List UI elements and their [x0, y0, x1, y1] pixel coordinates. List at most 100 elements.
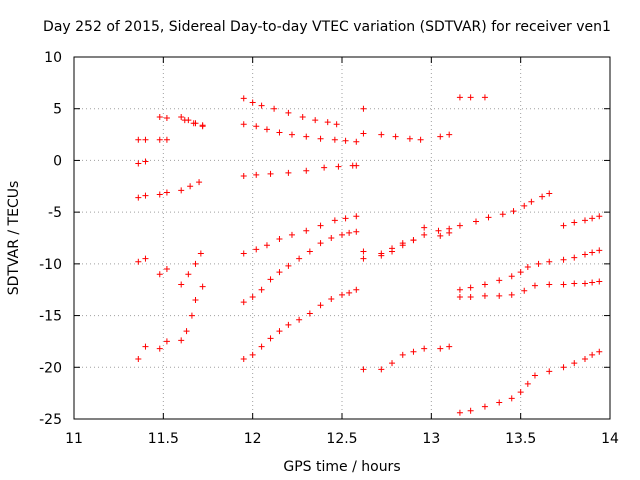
data-point: [496, 399, 503, 406]
data-point: [406, 135, 413, 142]
data-point: [339, 231, 345, 238]
data-point: [560, 364, 567, 371]
data-point: [437, 232, 444, 239]
data-point: [360, 255, 367, 262]
data-point: [360, 105, 367, 112]
y-axis-label: SDTVAR / TECUs: [6, 181, 22, 296]
y-tick-label: 5: [53, 102, 62, 118]
data-point: [267, 335, 274, 342]
y-tick-label: -5: [48, 205, 62, 221]
data-point: [178, 337, 185, 344]
data-point: [508, 291, 515, 298]
data-point: [589, 279, 596, 286]
x-tick-label: 14: [601, 431, 619, 447]
data-point: [421, 224, 428, 231]
data-point: [456, 222, 463, 229]
data-point: [353, 286, 360, 293]
data-point: [285, 169, 292, 176]
x-tick-label: 11.5: [148, 431, 179, 447]
data-point: [346, 229, 353, 236]
data-point: [389, 248, 396, 255]
y-tick-label: -10: [39, 257, 62, 273]
data-point: [392, 133, 399, 140]
data-point: [296, 255, 303, 262]
data-point: [303, 167, 310, 174]
data-point: [508, 395, 515, 402]
data-point: [353, 138, 360, 145]
x-axis-label: GPS time / hours: [283, 459, 400, 475]
data-point: [517, 269, 524, 276]
data-points: [135, 94, 603, 416]
data-point: [276, 328, 283, 335]
data-point: [560, 222, 567, 229]
data-point: [163, 266, 170, 273]
data-point: [142, 343, 149, 350]
data-point: [331, 136, 338, 143]
data-point: [571, 280, 578, 287]
axis-ticks: [73, 56, 611, 420]
data-point: [333, 121, 340, 128]
data-point: [276, 269, 283, 276]
data-point: [531, 282, 538, 289]
data-point: [446, 229, 453, 236]
data-point: [589, 351, 596, 358]
data-point: [521, 287, 528, 294]
data-point: [399, 351, 406, 358]
data-point: [571, 254, 578, 261]
data-point: [589, 249, 596, 256]
y-tick-label: -15: [39, 309, 62, 325]
data-point: [321, 164, 328, 171]
data-point: [485, 214, 492, 221]
data-point: [421, 231, 428, 238]
data-point: [156, 345, 163, 352]
data-point: [531, 372, 538, 379]
data-point: [467, 407, 474, 414]
data-point: [312, 117, 319, 124]
data-point: [317, 302, 324, 309]
data-point: [303, 227, 310, 234]
data-point: [467, 284, 474, 291]
data-point: [535, 260, 542, 267]
data-point: [317, 222, 324, 229]
data-point: [258, 343, 265, 350]
data-point: [253, 171, 260, 178]
data-point: [163, 136, 170, 143]
data-point: [328, 235, 335, 241]
data-point: [285, 262, 292, 269]
data-point: [473, 218, 479, 225]
data-point: [135, 194, 142, 201]
data-point: [481, 292, 488, 299]
x-tick-label: 12.5: [326, 431, 357, 447]
data-point: [467, 94, 474, 101]
data-point: [187, 183, 194, 190]
data-point: [285, 109, 292, 116]
data-point: [285, 321, 292, 328]
data-point: [528, 198, 535, 205]
data-point: [378, 366, 385, 373]
data-point: [378, 252, 385, 259]
data-point: [142, 255, 149, 262]
data-point: [240, 250, 247, 257]
data-point: [546, 281, 553, 288]
data-point: [299, 113, 306, 120]
data-point: [481, 94, 488, 101]
data-point: [163, 115, 170, 122]
data-point: [199, 122, 206, 129]
data-point: [571, 360, 578, 367]
data-point: [496, 292, 503, 299]
data-point: [360, 366, 367, 373]
grid: [74, 57, 610, 419]
data-point: [156, 136, 163, 143]
data-point: [596, 278, 603, 285]
data-point: [378, 131, 385, 138]
data-point: [253, 123, 260, 130]
data-point: [437, 133, 444, 140]
data-point: [163, 338, 170, 345]
data-point: [581, 217, 588, 224]
data-point: [360, 248, 367, 255]
data-point: [192, 297, 199, 304]
data-point: [324, 119, 331, 126]
data-point: [596, 348, 603, 355]
data-point: [188, 312, 195, 319]
